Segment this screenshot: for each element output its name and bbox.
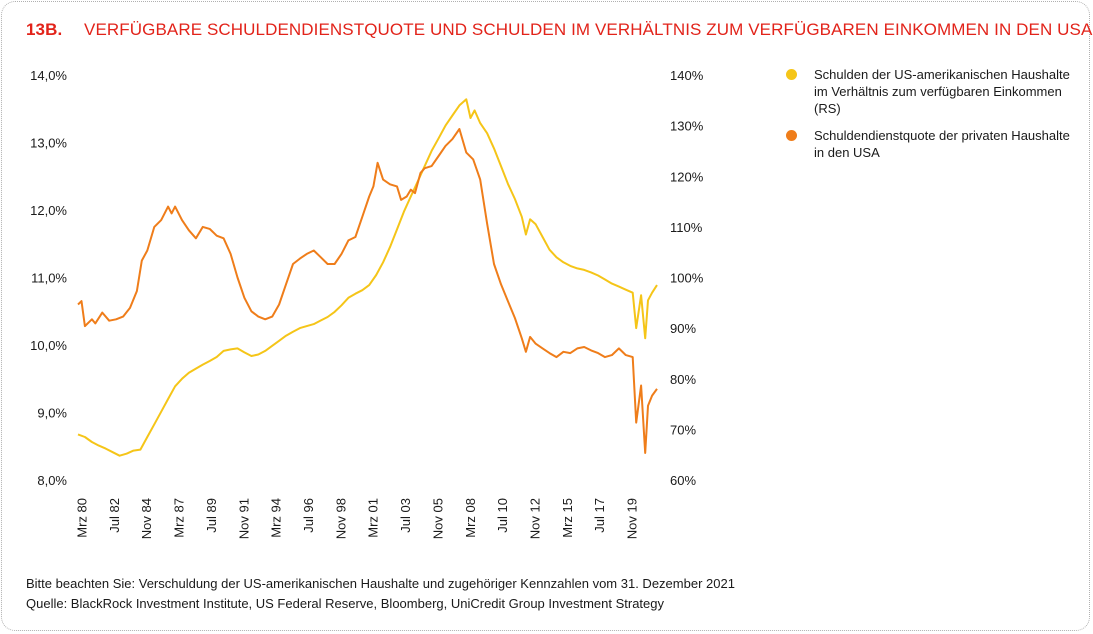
legend-swatch-debt	[786, 69, 797, 80]
x-tick-label: Jul 89	[204, 498, 219, 533]
y-left-tick-label: 9,0%	[37, 406, 67, 421]
x-tick-label: Nov 19	[625, 498, 640, 539]
legend-swatch-service-ratio	[786, 130, 797, 141]
series-line-debt-service-ratio	[77, 128, 658, 454]
legend-item-service-ratio: Schuldendienstquote der privaten Haushal…	[786, 127, 1076, 161]
footer-note: Bitte beachten Sie: Verschuldung der US-…	[26, 576, 735, 591]
x-tick-label: Mrz 94	[269, 498, 284, 538]
y-right-tick-label: 140%	[670, 68, 704, 83]
y-right-tick-label: 70%	[670, 422, 696, 437]
y-right-tick-label: 100%	[670, 271, 704, 286]
y-left-tick-label: 14,0%	[30, 68, 67, 83]
x-tick-label: Nov 05	[430, 498, 445, 539]
y-right-tick-label: 80%	[670, 372, 696, 387]
x-tick-label: Mrz 01	[366, 498, 381, 538]
footer-source: Quelle: BlackRock Investment Institute, …	[26, 596, 664, 611]
chart-footer: Bitte beachten Sie: Verschuldung der US-…	[26, 574, 735, 614]
y-right-tick-label: 90%	[670, 321, 696, 336]
x-tick-label: Nov 98	[333, 498, 348, 539]
chart-number: 13B.	[26, 20, 63, 39]
legend-label-debt: Schulden der US-amerikanischen Haushalte…	[814, 67, 1070, 116]
legend-label-service-ratio: Schuldendienstquote der privaten Haushal…	[814, 128, 1070, 160]
x-tick-label: Jul 10	[495, 498, 510, 533]
x-tick-label: Nov 91	[236, 498, 251, 539]
y-right-tick-label: 60%	[670, 473, 696, 488]
x-tick-label: Mrz 80	[74, 498, 89, 538]
y-right-tick-label: 120%	[670, 169, 704, 184]
x-tick-label: Jul 96	[301, 498, 316, 533]
y-left-tick-label: 8,0%	[37, 473, 67, 488]
x-tick-label: Jul 17	[592, 498, 607, 533]
chart-legend: Schulden der US-amerikanischen Haushalte…	[786, 66, 1076, 171]
y-right-tick-label: 110%	[670, 220, 703, 235]
x-tick-label: Mrz 87	[172, 498, 187, 538]
y-left-tick-label: 12,0%	[30, 203, 67, 218]
chart-title-text: VERFÜGBARE SCHULDENDIENSTQUOTE UND SCHUL…	[84, 20, 1093, 39]
x-tick-label: Nov 12	[527, 498, 542, 539]
x-tick-label: Mrz 15	[560, 498, 575, 538]
legend-item-debt: Schulden der US-amerikanischen Haushalte…	[786, 66, 1076, 117]
x-tick-label: Jul 03	[398, 498, 413, 533]
chart-title: 13B. VERFÜGBARE SCHULDENDIENSTQUOTE UND S…	[26, 20, 1092, 40]
y-left-tick-label: 13,0%	[30, 136, 67, 151]
x-tick-label: Jul 82	[107, 498, 122, 533]
y-right-tick-label: 130%	[670, 119, 704, 134]
x-tick-label: Mrz 08	[463, 498, 478, 538]
series-line-debt-ratio	[77, 98, 658, 457]
x-tick-label: Nov 84	[139, 498, 154, 539]
y-left-tick-label: 11,0%	[31, 271, 67, 286]
y-left-tick-label: 10,0%	[30, 338, 67, 353]
